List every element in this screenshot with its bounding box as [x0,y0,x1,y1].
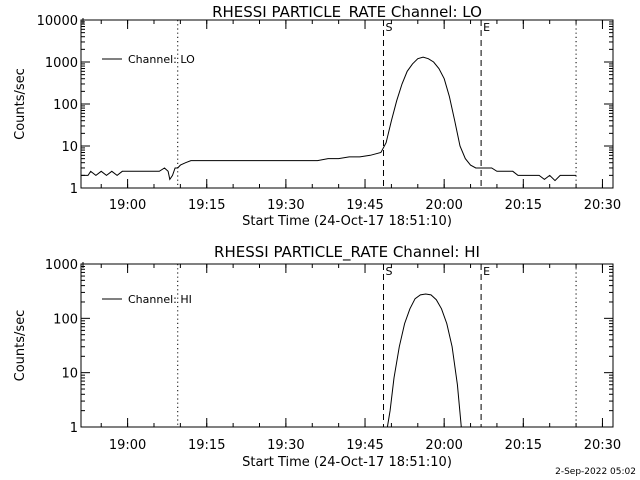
y-tick-label: 1 [70,421,78,436]
y-axis-label: Counts/sec [13,68,28,140]
x-tick-label: 20:00 [425,438,462,453]
legend-label: Channel: HI [128,293,192,306]
chart-title: RHESSI PARTICLE_RATE Channel: HI [214,243,480,262]
x-tick-label: 20:30 [584,198,621,213]
chart-lo-channel: RHESSI PARTICLE_RATE Channel: LO 1 10 100 10… [13,3,621,229]
marker-label: S [385,21,392,34]
chart-hi-channel: RHESSI PARTICLE_RATE Channel: HI 1 10 100 10… [13,243,621,470]
x-tick-label: 19:15 [188,438,225,453]
y-axis-label: Counts/sec [13,310,28,382]
x-tick-label: 19:15 [188,198,225,213]
x-tick-label: 20:15 [505,198,542,213]
y-tick-label: 10000 [37,14,78,29]
x-tick-label: 19:30 [267,438,304,453]
x-axis-label: Start Time (24-Oct-17 18:51:10) [242,214,452,229]
x-axis-label: Start Time (24-Oct-17 18:51:10) [242,455,452,470]
series-line [386,293,462,427]
x-tick-label: 19:00 [109,438,146,453]
y-tick-label: 100 [53,98,78,113]
legend-label: Channel: LO [128,53,195,66]
marker-label: S [385,265,392,278]
x-tick-label: 19:45 [346,438,383,453]
y-tick-label: 1000 [45,56,78,71]
x-tick-label: 19:30 [267,198,304,213]
x-tick-label: 20:00 [425,198,462,213]
y-tick-label: 100 [53,312,78,327]
x-tick-label: 19:45 [346,198,383,213]
x-tick-label: 20:30 [584,438,621,453]
chart-title: RHESSI PARTICLE_RATE Channel: LO [212,3,482,22]
y-tick-label: 1 [70,182,78,197]
y-tick-label: 10 [61,140,78,155]
x-tick-label: 20:15 [505,438,542,453]
marker-label: E [483,265,490,278]
y-tick-label: 10 [61,367,78,382]
marker-label: E [483,21,490,34]
series-line [81,56,577,182]
y-tick-label: 1000 [45,258,78,273]
plot-frame [80,19,614,189]
x-tick-label: 19:00 [109,198,146,213]
footer-timestamp: 2-Sep-2022 05:02 [555,467,636,477]
plot-frame [80,263,614,428]
